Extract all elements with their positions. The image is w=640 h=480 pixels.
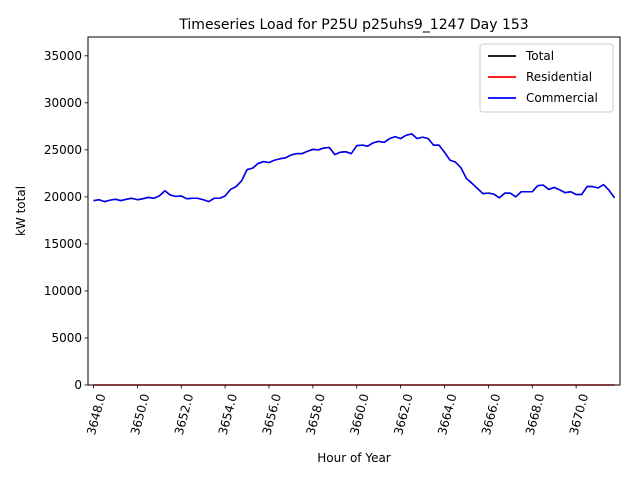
- legend-label-commercial: Commercial: [526, 91, 598, 105]
- y-tick-label: 0: [74, 378, 82, 392]
- legend-box: [479, 43, 614, 113]
- legend-label-residential: Residential: [526, 70, 592, 84]
- x-axis-label: Hour of Year: [317, 451, 391, 465]
- y-axis: 0 5000 10000 15000 20000 25000 30000 35000: [44, 49, 88, 392]
- y-tick-label: 25000: [44, 143, 82, 157]
- y-axis-label: kW total: [14, 186, 28, 236]
- y-tick-label: 30000: [44, 96, 82, 110]
- series-line-commercial: [93, 133, 616, 203]
- y-tick-label: 15000: [44, 237, 82, 251]
- y-tick-label: 35000: [44, 49, 82, 63]
- legend: Total Residential Commercial: [479, 43, 614, 113]
- y-tick-label: 10000: [44, 284, 82, 298]
- y-tick-label: 5000: [51, 331, 82, 345]
- legend-label-total: Total: [525, 49, 554, 63]
- plot-frame: [87, 36, 621, 386]
- y-tick-label: 20000: [44, 190, 82, 204]
- chart-title: Timeseries Load for P25U p25uhs9_1247 Da…: [178, 17, 528, 33]
